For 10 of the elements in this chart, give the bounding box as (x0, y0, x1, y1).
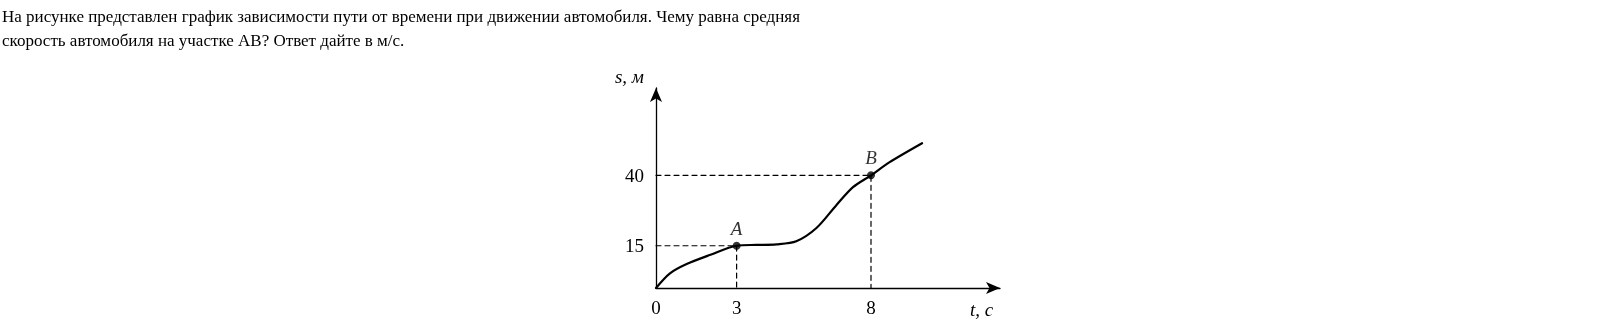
text: На рисунке представлен график зависимости пути от времени при движении автомобиля. Чему равна средняя скорость автомобиля на участке AB? Ответ дайте в м/с. (2, 6, 805, 50)
x-axis-title: t, с (970, 299, 994, 320)
x-tick-label: 8 (866, 297, 876, 318)
x-tick-label: 0 (651, 297, 661, 318)
annotation: B (865, 147, 878, 169)
y-tick-label: 15 (625, 235, 644, 257)
y-tick-label: 40 (625, 164, 644, 186)
annotation: A (728, 217, 743, 239)
x-tick-label: 3 (731, 297, 742, 318)
y-axis-title: s, м (614, 66, 644, 87)
